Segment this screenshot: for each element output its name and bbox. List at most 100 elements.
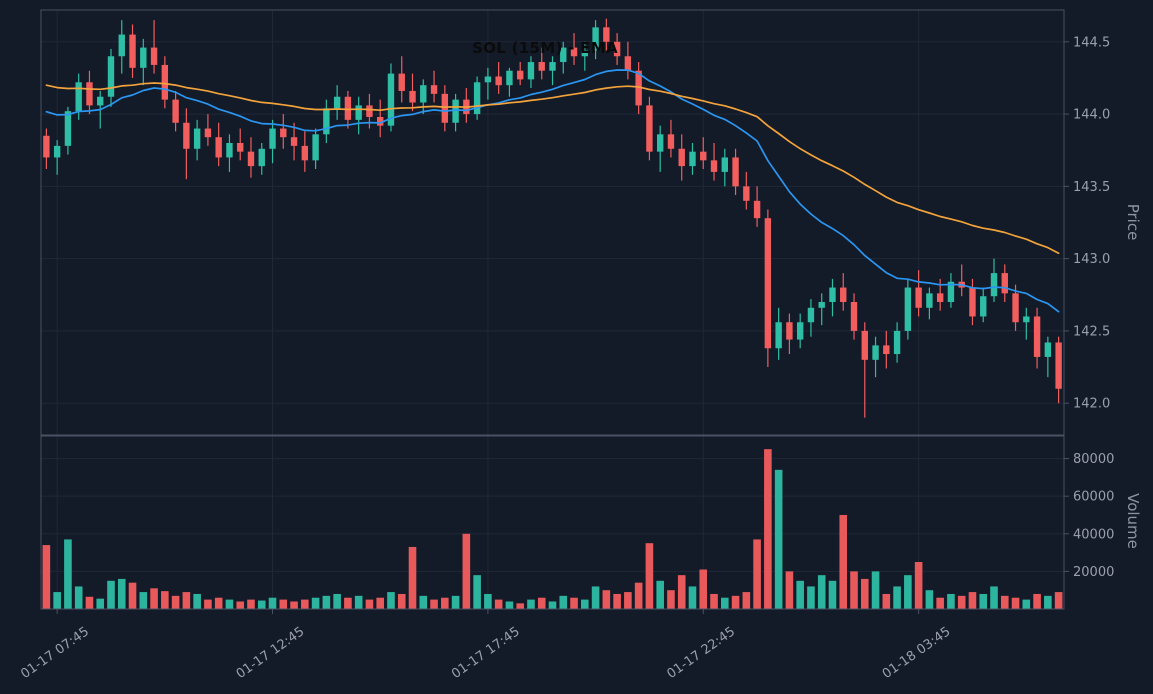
volume-bar <box>527 599 535 609</box>
volume-bar <box>936 597 944 609</box>
candle-body <box>570 47 578 57</box>
volume-bar <box>161 591 169 609</box>
volume-bar <box>990 586 998 609</box>
candle-body <box>527 62 535 80</box>
candle-body <box>635 70 642 106</box>
candle-body <box>796 322 804 340</box>
volume-bar <box>742 592 751 609</box>
price-tick-label: 142.5 <box>1073 324 1110 339</box>
volume-bar <box>796 580 804 609</box>
candle-body <box>506 70 513 86</box>
volume-bar <box>645 543 654 609</box>
x-tick-label: 01-17 12:45 <box>234 624 308 682</box>
volume-bar <box>107 580 115 609</box>
candle-body <box>829 287 836 303</box>
candle-body <box>581 50 589 57</box>
volume-bar <box>473 575 481 609</box>
volume-bar <box>408 546 417 609</box>
volume-bar <box>365 599 374 609</box>
volume-bar <box>807 586 815 609</box>
volume-bar <box>839 514 848 609</box>
volume-bar <box>419 595 428 609</box>
candle-body <box>678 148 685 167</box>
price-tick-label: 144.5 <box>1073 35 1110 50</box>
volume-bar <box>290 601 298 609</box>
candle-body <box>818 302 825 308</box>
candle-body <box>969 287 976 317</box>
volume-bar <box>1022 599 1031 609</box>
candle-body <box>344 96 352 120</box>
volume-bar <box>214 597 223 609</box>
volume-tick-label: 40000 <box>1073 527 1114 542</box>
volume-bar <box>311 597 320 609</box>
volume-bar <box>828 580 837 609</box>
candle-body <box>872 345 879 360</box>
candle-body <box>861 330 868 360</box>
volume-bar <box>699 569 708 609</box>
candle-body <box>355 105 362 120</box>
candle-body <box>1033 316 1041 357</box>
volume-bar <box>979 593 988 609</box>
volume-bar <box>774 469 783 609</box>
candle-body <box>43 135 50 158</box>
price-axis-ticks: 144.5 144.0 143.5 143.0 142.5 142.0 <box>1064 35 1110 412</box>
volume-bar <box>613 593 621 609</box>
volume-bar <box>516 603 524 609</box>
volume-bar <box>247 599 255 609</box>
volume-bar <box>731 595 740 609</box>
volume-bar <box>904 575 912 609</box>
volume-bar <box>537 597 546 609</box>
x-tick-label: 01-17 22:45 <box>664 624 738 682</box>
candle-body <box>743 186 750 201</box>
price-panel-border <box>40 9 1065 436</box>
candle-body <box>646 105 653 152</box>
candles-layer <box>43 18 1062 418</box>
candle-body <box>258 148 265 167</box>
volume-tick-label: 80000 <box>1073 452 1114 467</box>
candle-body <box>807 307 815 323</box>
candle-body <box>323 108 330 135</box>
candle-body <box>1055 342 1062 389</box>
x-tick-label: 01-17 07:45 <box>18 624 92 682</box>
candle-body <box>732 157 739 187</box>
volume-bar <box>925 590 934 609</box>
candle-body <box>613 41 621 57</box>
volume-bar <box>462 533 471 609</box>
candle-body <box>409 90 416 103</box>
candle-body <box>700 151 707 161</box>
panel-borders <box>40 9 1065 610</box>
volume-axis-ticks: 80000 60000 40000 20000 <box>1064 452 1114 580</box>
candle-body <box>850 302 858 331</box>
candle-body <box>753 200 761 219</box>
price-tick-label: 142.0 <box>1073 397 1110 412</box>
candle-body <box>656 134 664 152</box>
volume-bar <box>581 599 589 609</box>
volume-bar <box>1011 597 1020 609</box>
candle-body <box>140 47 147 68</box>
volume-bar <box>764 449 772 609</box>
candle-body <box>129 34 136 68</box>
volume-bar <box>494 599 503 609</box>
volume-bar <box>677 575 686 609</box>
volume-bar <box>85 596 94 609</box>
volume-bar <box>279 599 288 609</box>
candle-body <box>215 137 222 158</box>
price-axis-label: Price <box>1124 203 1142 241</box>
ema-fast-line <box>45 69 1060 313</box>
candle-body <box>1044 342 1052 357</box>
volume-bar <box>387 592 395 609</box>
candle-body <box>915 287 922 308</box>
candle-body <box>247 151 255 167</box>
x-axis-ticks: 01-17 07:45 01-17 12:45 01-17 17:45 01-17 2… <box>18 609 953 682</box>
volume-bar <box>397 593 406 609</box>
volume-bar <box>182 592 191 609</box>
volume-bar <box>871 571 880 609</box>
volume-bar <box>451 595 460 609</box>
candle-body <box>333 96 341 109</box>
volume-bar <box>624 592 632 609</box>
volume-bar <box>882 593 891 609</box>
candle-body <box>710 160 718 172</box>
x-tick-label: 01-18 03:45 <box>880 624 954 682</box>
price-tick-label: 144.0 <box>1073 108 1110 123</box>
